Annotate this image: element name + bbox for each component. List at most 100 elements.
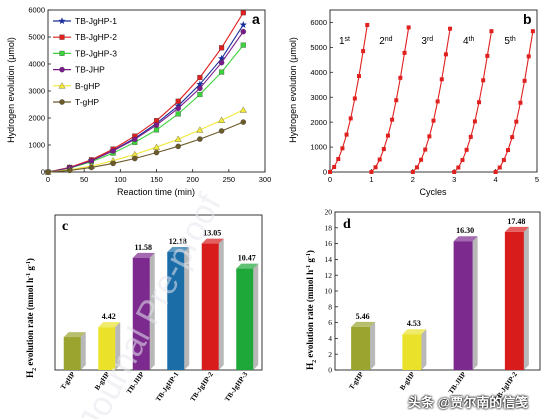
panel-a-legend-label: TB-JgHP-2 (75, 32, 117, 42)
panel-b-point (369, 170, 374, 174)
panel-c-y-axis-label: H2 evolution rate (mmol h-1 g-1) (25, 258, 38, 378)
panel-c-bar (236, 268, 254, 370)
panel-c-value-label: 10.47 (238, 254, 256, 263)
panel-a-legend-marker (59, 66, 65, 73)
panel-b-x-tick-label: 0 (328, 175, 332, 184)
panel-a-point (88, 164, 95, 171)
panel-b-y-tick-label: 1000 (310, 143, 327, 152)
panel-a-series-line-3 (47, 31, 244, 173)
panel-b-cycle-label: 2nd (379, 36, 392, 48)
panel-b-point (510, 135, 515, 140)
panel-c-plot-frame (54, 214, 263, 371)
panel-a-x-tick-label: 250 (223, 175, 236, 184)
panel-b-cycle-line-0 (329, 24, 368, 173)
panel-b-point (398, 75, 403, 80)
panel-b-point (497, 165, 502, 170)
panel-a-point (240, 119, 247, 125)
panel-a-point (197, 91, 203, 98)
panel-a-point (219, 45, 225, 51)
panel-b-point (501, 158, 506, 163)
panel-a-y-tick-label: 6000 (28, 6, 45, 15)
panel-a-point (239, 21, 247, 28)
panel-b-y-tick-label: 6000 (310, 18, 327, 27)
panel-b-point (348, 116, 353, 121)
panel-d-y-tick-label: 2 (328, 350, 332, 359)
panel-a-line-chart: a Reaction time (min) Hydrogen evolution… (6, 6, 271, 197)
panel-b-x-tick-label: 4 (494, 175, 498, 184)
panel-b-cycle-label: 5th (504, 36, 516, 48)
panel-a-point (196, 126, 204, 133)
panel-b-point (530, 29, 535, 34)
panel-a-point (217, 54, 226, 62)
panel-b-point (394, 98, 399, 103)
panel-d-value-label: 5.46 (356, 312, 370, 321)
panel-b-point (452, 170, 457, 174)
panel-d-y-tick-label: 20 (325, 208, 333, 217)
panel-c-value-label: 13.05 (203, 229, 221, 238)
panel-b-point (402, 50, 407, 55)
panel-b-point (406, 25, 411, 30)
panel-b-point (352, 96, 357, 101)
panel-b-point (506, 148, 511, 153)
panel-a-x-tick-label: 0 (46, 175, 50, 184)
panel-a-y-tick-label: 4000 (28, 60, 45, 69)
panel-c-bar-side (115, 322, 121, 370)
panel-a-x-tick-label: 50 (80, 175, 88, 184)
panel-d-bar-side (370, 321, 376, 370)
panel-b-point (431, 118, 436, 123)
panel-a-legend-label: B-gHP (75, 81, 100, 91)
panel-a-legend-marker (59, 50, 65, 56)
panel-d-bar-side (421, 329, 427, 370)
panel-a-point (132, 136, 138, 143)
panel-d-bar-side (523, 226, 529, 370)
panel-a-point (240, 10, 246, 16)
panel-a-y-axis-label: Hydrogen evolution (μmol) (6, 37, 16, 143)
panel-a-legend-marker (58, 82, 66, 89)
panel-a-point (218, 59, 225, 66)
panel-c-bar (167, 252, 185, 370)
panel-a-point (175, 143, 181, 150)
panel-c-bar-top (98, 322, 121, 328)
panel-b-point (381, 147, 386, 152)
panel-a-x-tick-label: 300 (259, 175, 272, 184)
panel-b-point (518, 100, 523, 105)
toutiao-watermark: 头条 @贾尔南的信笺 (408, 395, 529, 410)
panel-b-point (439, 77, 444, 82)
panel-d-bar-chart: d H2 evolution rate (mmol h-1 g-1) 0 2 4 6 8… (305, 208, 541, 403)
panel-b-cycle-label: 4th (463, 36, 475, 48)
panel-b-point (419, 157, 424, 162)
panel-a-point (239, 106, 247, 113)
panel-b-point (410, 170, 415, 174)
panel-a-legend-marker (58, 17, 66, 25)
panel-a-point (240, 28, 247, 35)
panel-b-point (448, 26, 453, 31)
panel-a-y-tick-label: 1000 (28, 141, 45, 150)
panel-b-x-axis-label: Cycles (419, 187, 447, 197)
panel-b-cycle-chart: b Cycles Hydrogen evolution (μmol) 0 1 2 3 4… (288, 9, 539, 197)
panel-b-point (464, 147, 469, 152)
panel-b-point (526, 54, 531, 59)
panel-b-point (377, 157, 382, 162)
panel-d-bar (351, 326, 371, 370)
panel-b-x-tick-label: 2 (411, 175, 415, 184)
panel-d-value-label: 17.48 (507, 217, 525, 226)
panel-a-y-tick-label: 0 (41, 168, 45, 177)
panel-b-point (435, 99, 440, 104)
panel-b-point (340, 146, 345, 151)
panel-b-point (365, 22, 370, 27)
panel-a-series-line-5 (47, 121, 244, 173)
panel-b-x-tick-label: 1 (369, 175, 373, 184)
panel-a-point (218, 116, 226, 123)
panel-a-point (153, 127, 160, 133)
panel-b-point (332, 165, 337, 170)
panel-b-point (460, 158, 465, 163)
panel-b-cycle-label: 3rd (421, 36, 433, 48)
panel-b-point (485, 53, 490, 58)
panel-a-point (153, 122, 160, 128)
panel-c-bar-top (167, 247, 190, 253)
panel-b-point (472, 119, 477, 124)
panel-a-x-tick-label: 150 (150, 175, 163, 184)
panel-d-y-tick-label: 10 (325, 287, 333, 296)
panel-b-point (514, 119, 519, 124)
panel-c-bar-side (149, 252, 155, 370)
